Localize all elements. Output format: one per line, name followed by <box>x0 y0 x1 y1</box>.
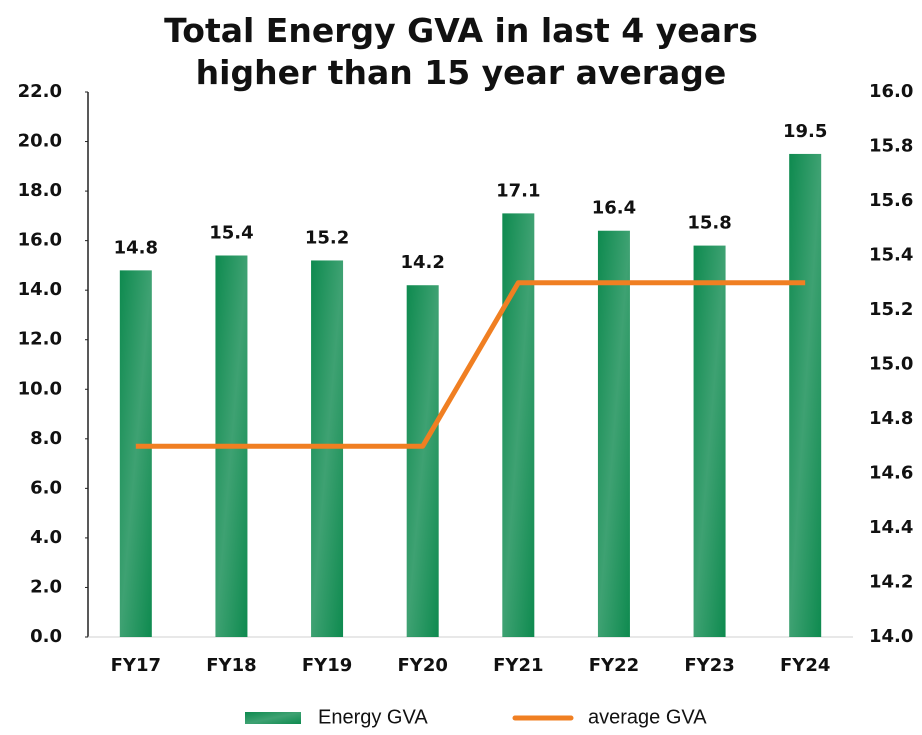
y2-tick-label: 15.4 <box>869 245 913 266</box>
data-label: 15.4 <box>209 223 253 244</box>
x-tick-label: FY19 <box>302 655 352 676</box>
legend-label: average GVA <box>588 706 707 728</box>
data-label: 14.2 <box>400 252 444 273</box>
bar <box>119 270 152 637</box>
y-tick-label: 12.0 <box>18 329 62 350</box>
data-label: 16.4 <box>592 198 636 219</box>
y2-tick-label: 15.6 <box>869 190 913 211</box>
y-tick-label: 8.0 <box>30 428 62 449</box>
x-tick-label: FY17 <box>111 655 161 676</box>
data-label: 15.2 <box>305 227 349 248</box>
data-label: 15.8 <box>687 213 731 234</box>
x-tick-label: FY21 <box>493 655 543 676</box>
y2-tick-label: 15.0 <box>869 354 913 375</box>
x-tick-label: FY20 <box>397 655 447 676</box>
bar <box>789 153 822 637</box>
x-tick-label: FY22 <box>589 655 639 676</box>
x-tick-label: FY23 <box>684 655 734 676</box>
y2-tick-label: 15.8 <box>869 136 913 157</box>
y2-tick-label: 14.6 <box>869 463 913 484</box>
y-tick-label: 0.0 <box>30 626 62 647</box>
y-tick-label: 22.0 <box>18 81 62 102</box>
y2-tick-label: 14.0 <box>869 626 913 647</box>
y2-tick-label: 14.4 <box>869 517 913 538</box>
chart-title: Total Energy GVA in last 4 years higher … <box>164 11 758 92</box>
y-tick-label: 16.0 <box>18 230 62 251</box>
x-tick-label: FY18 <box>206 655 256 676</box>
data-label: 14.8 <box>114 237 158 258</box>
y-tick-label: 14.0 <box>18 279 62 300</box>
y2-tick-label: 14.2 <box>869 572 913 593</box>
y-tick-label: 18.0 <box>18 180 62 201</box>
y2-tick-label: 15.2 <box>869 299 913 320</box>
bar <box>502 213 535 638</box>
legend-label: Energy GVA <box>318 706 428 728</box>
y-tick-label: 4.0 <box>30 527 62 548</box>
y-tick-label: 20.0 <box>18 131 62 152</box>
x-tick-label: FY24 <box>780 655 830 676</box>
y-tick-label: 10.0 <box>18 378 62 399</box>
data-label: 19.5 <box>783 121 827 142</box>
y2-tick-label: 16.0 <box>869 81 913 102</box>
bar <box>597 230 630 637</box>
bar <box>406 285 439 637</box>
legend-swatch <box>245 712 301 724</box>
y-tick-label: 2.0 <box>30 576 62 597</box>
data-label: 17.1 <box>496 180 540 201</box>
y2-tick-label: 14.8 <box>869 408 913 429</box>
line <box>135 280 806 449</box>
bar <box>693 245 726 637</box>
y-tick-label: 6.0 <box>30 477 62 498</box>
